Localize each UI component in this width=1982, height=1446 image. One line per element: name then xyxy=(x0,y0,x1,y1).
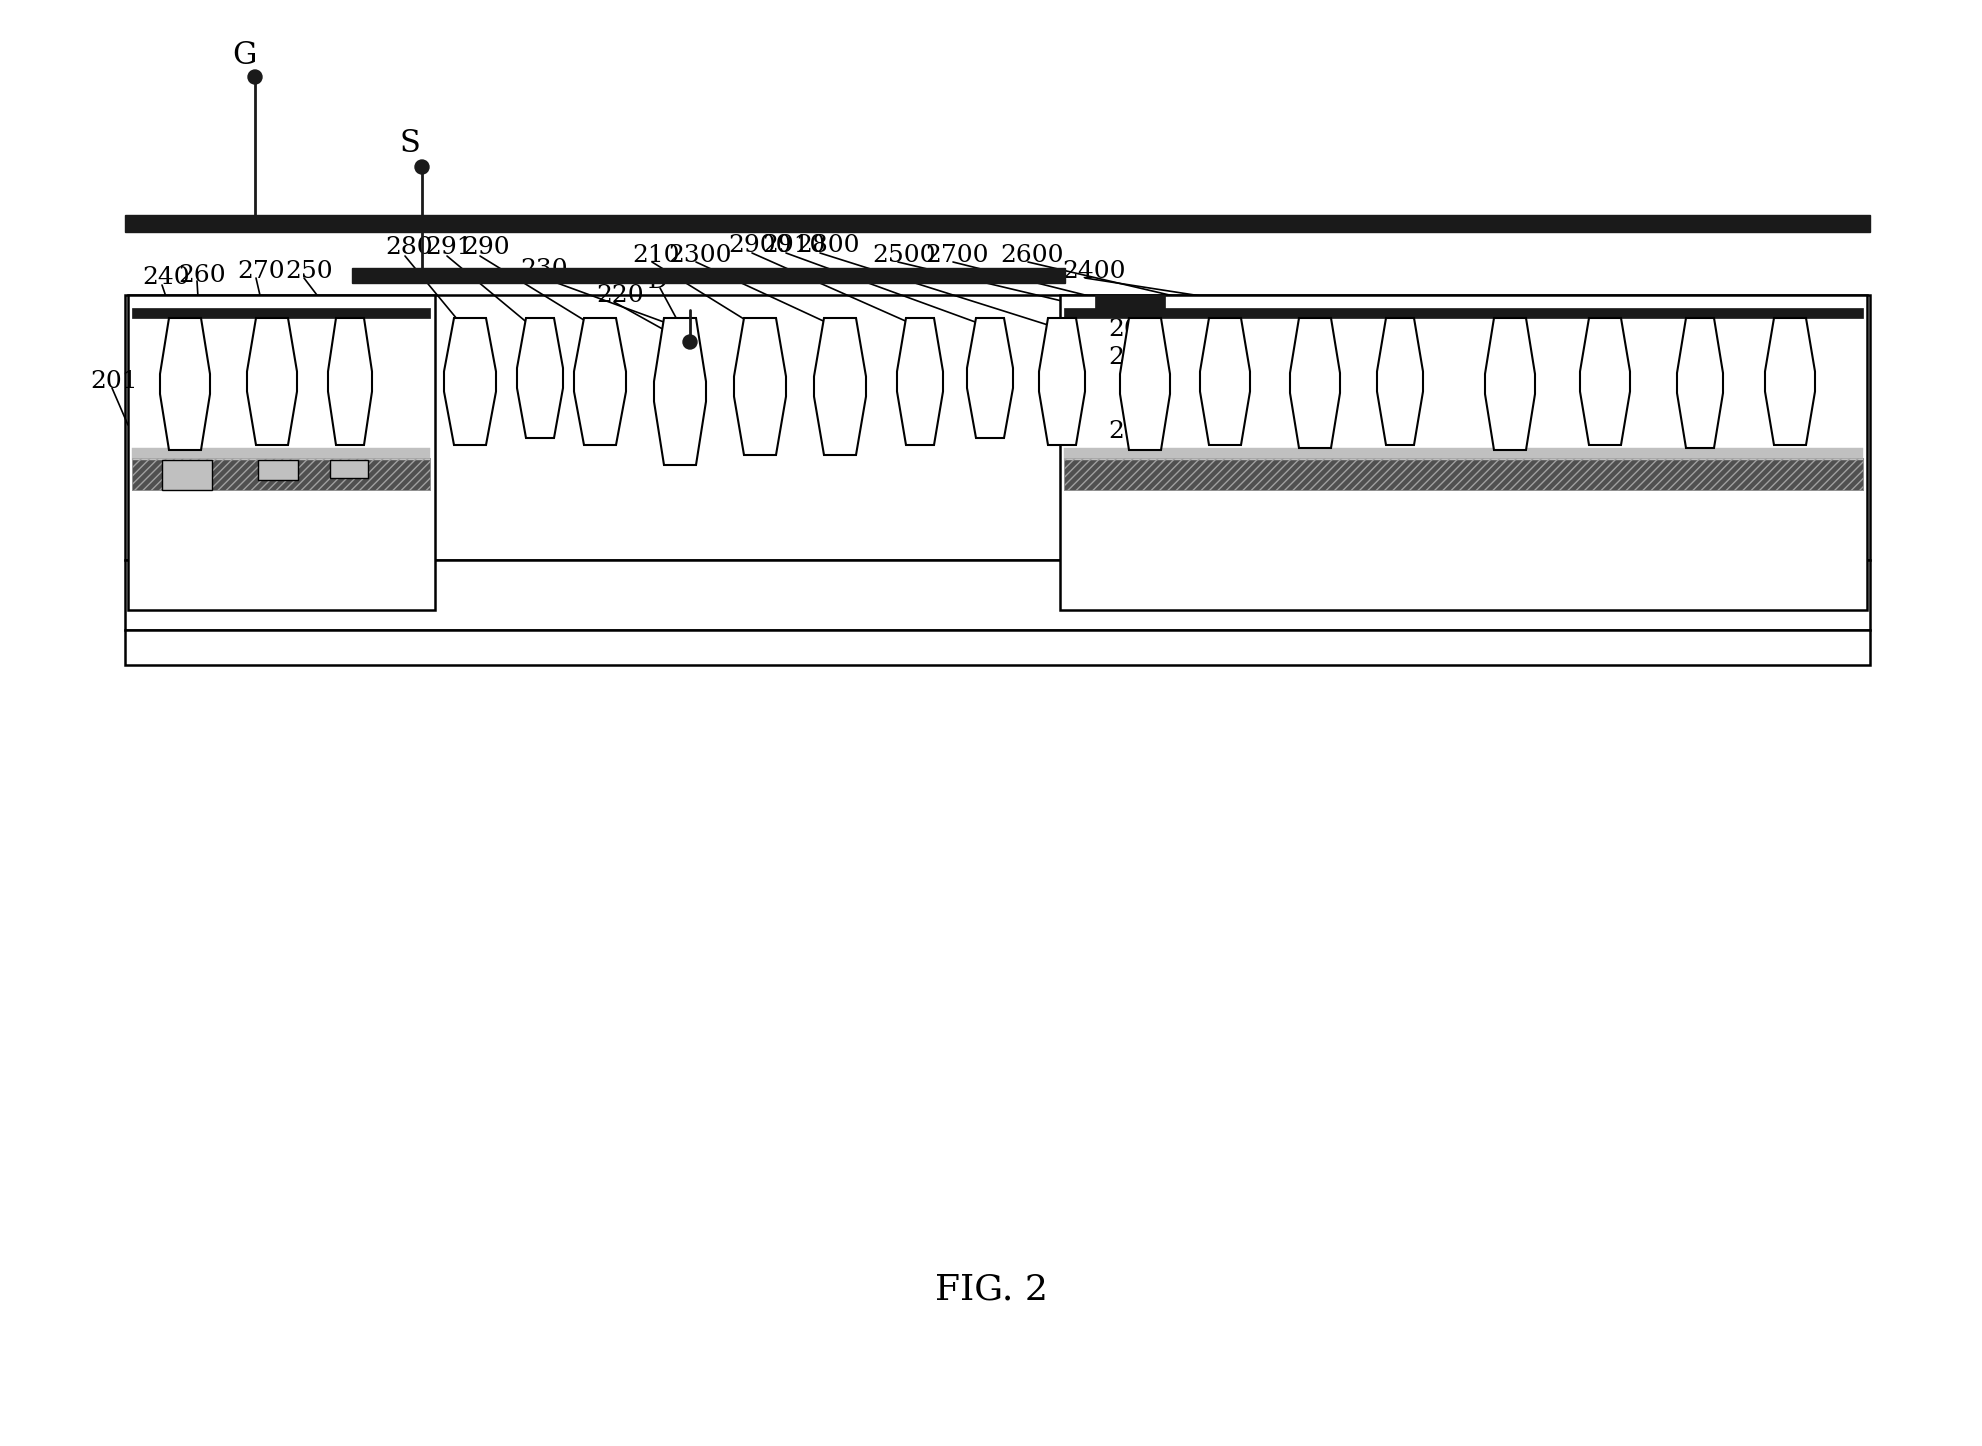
Text: 230: 230 xyxy=(519,259,567,282)
Text: 250: 250 xyxy=(285,260,333,283)
Polygon shape xyxy=(1485,318,1534,450)
Bar xyxy=(1064,448,1861,460)
Polygon shape xyxy=(161,318,210,450)
Bar xyxy=(125,295,1869,560)
Polygon shape xyxy=(248,318,297,445)
Text: FIG. 2: FIG. 2 xyxy=(936,1272,1046,1307)
Bar xyxy=(133,448,430,460)
Polygon shape xyxy=(654,318,706,466)
Polygon shape xyxy=(813,318,866,455)
Text: 291: 291 xyxy=(424,237,472,259)
Text: 210: 210 xyxy=(632,243,680,266)
Bar xyxy=(133,458,430,490)
Text: 2800: 2800 xyxy=(795,233,858,256)
Text: 202: 202 xyxy=(1108,421,1156,444)
Bar xyxy=(1060,295,1867,610)
Polygon shape xyxy=(1039,318,1084,445)
Bar xyxy=(1094,295,1163,309)
Circle shape xyxy=(248,69,262,84)
Polygon shape xyxy=(1120,318,1169,450)
Polygon shape xyxy=(1677,318,1722,448)
Text: 220: 220 xyxy=(597,285,644,308)
Bar xyxy=(1064,458,1861,490)
Text: 2910: 2910 xyxy=(761,233,825,256)
Bar xyxy=(258,460,297,480)
Bar xyxy=(329,460,369,479)
Text: 201: 201 xyxy=(89,370,137,393)
Polygon shape xyxy=(573,318,626,445)
Text: 240: 240 xyxy=(143,266,190,289)
Polygon shape xyxy=(896,318,943,445)
Text: D: D xyxy=(648,270,668,294)
Polygon shape xyxy=(444,318,496,445)
Polygon shape xyxy=(1580,318,1629,445)
Polygon shape xyxy=(967,318,1013,438)
Text: 201: 201 xyxy=(1108,347,1156,370)
Polygon shape xyxy=(1199,318,1249,445)
Bar xyxy=(125,630,1869,665)
Polygon shape xyxy=(517,318,563,438)
Bar xyxy=(125,215,1869,231)
Text: 2700: 2700 xyxy=(924,243,987,266)
Polygon shape xyxy=(1376,318,1423,445)
Text: G: G xyxy=(232,39,256,71)
Text: 280: 280 xyxy=(385,237,432,259)
Text: 290: 290 xyxy=(462,237,509,259)
Text: 2400: 2400 xyxy=(1062,260,1126,283)
Polygon shape xyxy=(327,318,373,445)
Text: 2600: 2600 xyxy=(999,243,1062,266)
Text: 2500: 2500 xyxy=(872,243,936,266)
Polygon shape xyxy=(1290,318,1340,448)
Text: 270: 270 xyxy=(238,260,285,283)
Bar xyxy=(125,560,1869,630)
Text: 2900: 2900 xyxy=(727,233,791,256)
Text: 200: 200 xyxy=(1108,318,1156,341)
Bar xyxy=(353,268,1064,283)
Polygon shape xyxy=(1764,318,1814,445)
Text: 2300: 2300 xyxy=(668,243,731,266)
Bar xyxy=(163,460,212,490)
Text: 260: 260 xyxy=(178,263,226,286)
Bar xyxy=(129,295,434,610)
Text: S: S xyxy=(400,127,420,159)
Bar xyxy=(1064,308,1861,318)
Bar xyxy=(133,458,430,490)
Bar xyxy=(1064,458,1861,490)
Polygon shape xyxy=(733,318,785,455)
Circle shape xyxy=(414,161,428,174)
Bar xyxy=(133,308,430,318)
Circle shape xyxy=(682,335,696,348)
